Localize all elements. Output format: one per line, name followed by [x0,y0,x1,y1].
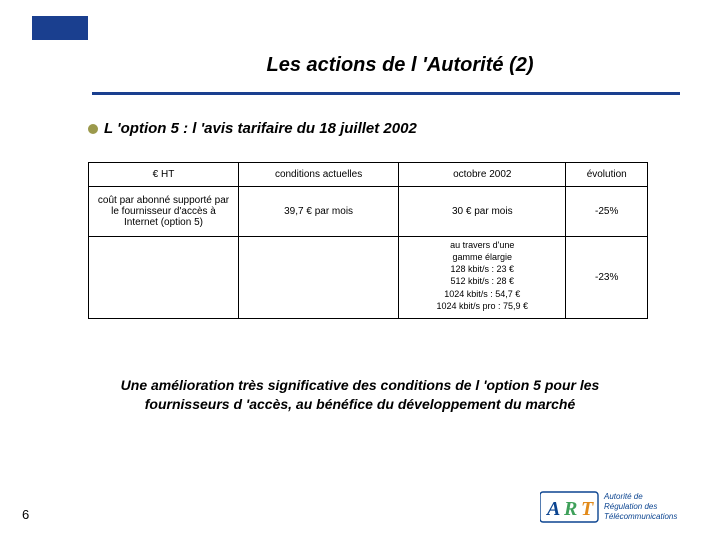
svg-text:R: R [563,498,577,520]
bullet-text: L 'option 5 : l 'avis tarifaire du 18 ju… [104,120,417,137]
bullet-item: L 'option 5 : l 'avis tarifaire du 18 ju… [88,120,660,137]
page-number: 6 [22,507,29,522]
col-header: évolution [566,163,648,187]
empty-cell [89,237,239,319]
empty-cell [239,237,399,319]
col-header: conditions actuelles [239,163,399,187]
art-logo: A R T Autorité de Régulation des Télécom… [540,488,696,526]
logo-line1: Autorité de [603,492,643,501]
logo-line3: Télécommunications [604,512,677,521]
row-label: coût par abonné supporté par le fourniss… [89,187,239,237]
table-subrow: au travers d'une gamme élargie 128 kbit/… [89,237,648,319]
svg-text:T: T [581,498,594,520]
col-header: € HT [89,163,239,187]
cell-current: 39,7 € par mois [239,187,399,237]
col-header: octobre 2002 [399,163,566,187]
cell-evolution: -25% [566,187,648,237]
cell-oct2002: 30 € par mois [399,187,566,237]
title-underline [92,92,680,95]
conclusion-text: Une amélioration très significative des … [110,376,610,414]
page-title: Les actions de l 'Autorité (2) [140,54,660,77]
header-accent-bar [32,16,88,40]
bullet-dot-icon [88,124,98,134]
cell-sub-evolution: -23% [566,237,648,319]
cell-subnote: au travers d'une gamme élargie 128 kbit/… [399,237,566,319]
logo-line2: Régulation des [604,502,657,511]
table-header-row: € HT conditions actuelles octobre 2002 é… [89,163,648,187]
tariff-table: € HT conditions actuelles octobre 2002 é… [88,162,648,319]
table-row: coût par abonné supporté par le fourniss… [89,187,648,237]
svg-text:A: A [545,498,560,520]
